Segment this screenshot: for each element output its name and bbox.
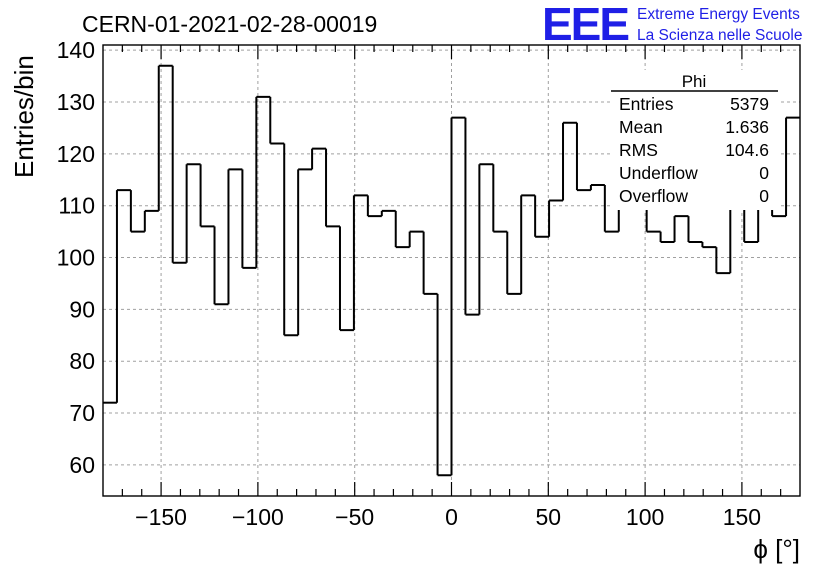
- histogram-bin: [492, 164, 508, 233]
- y-tick-label: 80: [69, 348, 95, 374]
- histogram-bin: [171, 65, 187, 264]
- histogram-bin: [534, 195, 550, 238]
- stats-row-label: Mean: [619, 117, 663, 137]
- histogram-bin: [436, 293, 452, 477]
- y-axis-title: Entries/bin: [9, 55, 39, 178]
- axis-ticks: [121, 45, 782, 496]
- eee-logo-line2: La Scienza nelle Scuole: [637, 27, 802, 44]
- histogram-bin: [157, 64, 173, 211]
- histogram-bin: [520, 194, 536, 294]
- y-tick-label: 110: [58, 193, 95, 219]
- histogram-bin: [659, 231, 675, 243]
- eee-logo: EEE Extreme Energy Events La Scienza nel…: [542, 0, 802, 50]
- histogram-bin: [562, 121, 577, 201]
- x-tick-label: 100: [626, 504, 664, 530]
- histogram-bin: [115, 189, 131, 403]
- x-tick-label: 150: [723, 504, 761, 530]
- histogram-bin: [715, 247, 731, 275]
- x-tick-labels: −150 −100 −50 0 50 100 150: [135, 504, 761, 530]
- x-tick-label: 0: [445, 504, 458, 530]
- y-tick-label: 130: [57, 89, 95, 115]
- stats-row-value: 5379: [730, 94, 769, 114]
- histogram-bin: [603, 184, 619, 233]
- histogram-bin: [701, 241, 717, 249]
- histogram-bin: [464, 117, 480, 316]
- x-tick-label: −50: [335, 504, 374, 530]
- stats-row-label: Overflow: [619, 186, 688, 206]
- histogram-bin: [450, 116, 466, 476]
- histogram-bin: [311, 147, 327, 170]
- stats-row-label: RMS: [619, 140, 658, 160]
- histogram-bin: [255, 95, 271, 268]
- stats-title: Phi: [682, 72, 707, 91]
- eee-logo-line1: Extreme Energy Events: [637, 6, 800, 23]
- histogram-bin: [325, 148, 340, 228]
- histogram-bin: [199, 164, 215, 228]
- histogram-bin: [185, 163, 201, 263]
- histogram-bin: [548, 199, 564, 237]
- histogram-bin: [213, 226, 229, 306]
- histogram-bin: [506, 231, 522, 295]
- histogram-bin: [283, 143, 299, 337]
- y-tick-label: 120: [57, 141, 95, 167]
- histogram-bin: [785, 116, 800, 217]
- histogram-bin: [478, 163, 494, 315]
- histogram-bin: [589, 183, 605, 191]
- histogram-bin: [673, 215, 689, 242]
- histogram-bin: [366, 195, 382, 218]
- histogram-bin: [241, 169, 257, 269]
- histogram-bin: [408, 230, 424, 248]
- x-tick-label: −100: [232, 504, 284, 530]
- histogram-bin: [575, 122, 591, 192]
- y-tick-label: 100: [57, 245, 95, 271]
- y-tick-label: 90: [69, 296, 95, 322]
- x-tick-label: 50: [536, 504, 562, 530]
- stats-row-value: 0: [759, 163, 769, 183]
- histogram-bin: [380, 209, 396, 217]
- stats-row-value: 104.6: [725, 140, 769, 160]
- stats-row-value: 0: [759, 186, 769, 206]
- histogram-bin: [352, 194, 368, 331]
- eee-logo-mark: EEE: [542, 0, 628, 50]
- stats-rows: Entries 5379 Mean 1.636 RMS 104.6 Underflow 0 Ov…: [619, 94, 769, 206]
- histogram-bin: [143, 209, 159, 232]
- y-tick-label: 70: [69, 400, 95, 426]
- y-tick-label: 60: [69, 452, 95, 478]
- x-axis-title: ϕ [°]: [753, 534, 800, 564]
- histogram-bin: [297, 168, 313, 336]
- chart-title: CERN-01-2021-02-28-00019: [82, 11, 377, 37]
- histogram-bin: [227, 168, 243, 305]
- y-tick-label: 140: [57, 37, 95, 63]
- stats-row-value: 1.636: [725, 117, 769, 137]
- histogram-bin: [394, 210, 410, 249]
- y-tick-labels: 60 70 80 90 100 110 120 130 140: [57, 37, 95, 478]
- x-tick-label: −150: [135, 504, 187, 530]
- stats-row-label: Underflow: [619, 163, 698, 183]
- histogram-bin: [129, 190, 145, 233]
- histogram-bin: [687, 216, 703, 243]
- histogram-bin: [422, 231, 438, 295]
- stats-box: Phi Entries 5379 Mean 1.636 RMS 104.6 Underflo…: [611, 70, 778, 210]
- stats-row-label: Entries: [619, 94, 674, 114]
- histogram-bin: [269, 96, 285, 145]
- histogram-bin: [338, 226, 354, 332]
